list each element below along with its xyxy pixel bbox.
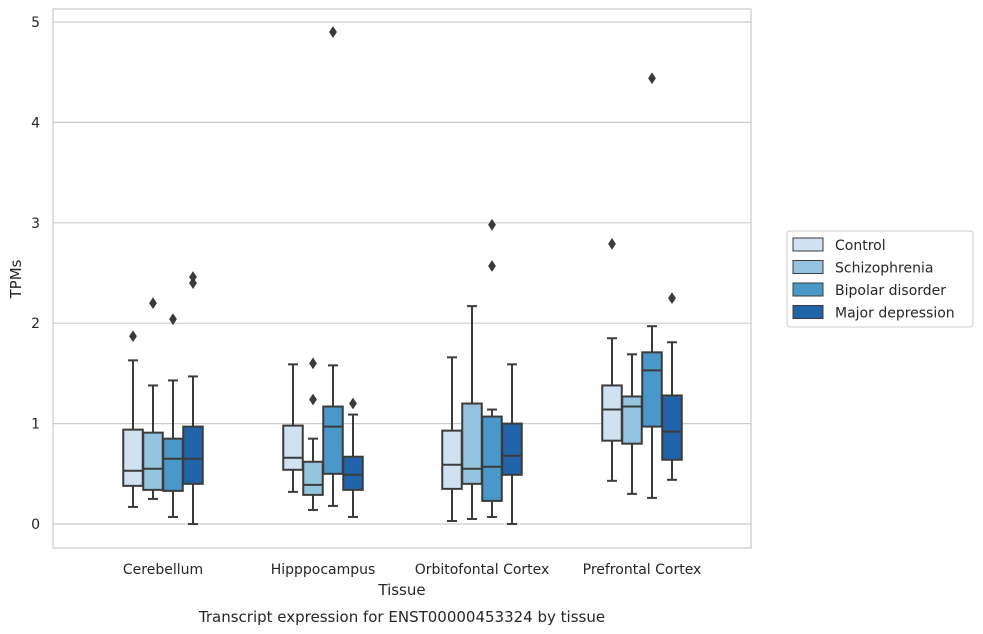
iqr-box: [342, 455, 364, 491]
iqr-box: [162, 437, 184, 492]
outlier-point: [189, 271, 197, 283]
x-tick-label-orbitofontal-cortex: Orbitofontal Cortex: [415, 562, 550, 578]
box-prefrontal-cortex-schizophrenia: [621, 353, 643, 495]
iqr-box: [302, 460, 324, 496]
legend-entry-major-depression: Major depression: [792, 305, 955, 322]
y-tick-label: 1: [31, 417, 40, 433]
x-tick-label-prefrontal-cortex: Prefrontal Cortex: [583, 562, 702, 578]
box-cerebellum-control: [122, 330, 144, 508]
outlier-point: [349, 397, 357, 410]
box-hipppocampus-schizophrenia: [302, 357, 324, 511]
y-tick-labels: 0 1 2 3 4 5: [31, 15, 40, 533]
plot-frame: [52, 8, 752, 549]
iqr-box: [182, 425, 204, 485]
x-tick-label-cerebellum: Cerebellum: [123, 562, 203, 578]
legend-swatch: [792, 237, 824, 252]
outlier-point: [189, 277, 197, 289]
legend-label: Bipolar disorder: [835, 283, 946, 299]
series-bipolar-disorder: [162, 26, 663, 518]
box-prefrontal-cortex-bipolar-disorder: [641, 72, 663, 499]
iqr-box: [661, 394, 683, 461]
box-cerebellum-bipolar-disorder: [162, 313, 184, 518]
iqr-box: [322, 405, 344, 475]
y-tick-label: 0: [31, 517, 40, 533]
iqr-box: [441, 429, 463, 490]
box-prefrontal-cortex-major-depression: [661, 292, 683, 481]
legend-swatch: [792, 282, 824, 297]
grid-lines: [53, 21, 751, 525]
iqr-box: [641, 351, 663, 428]
x-axis-title: Tissue: [377, 581, 425, 599]
y-tick-label: 5: [31, 15, 40, 31]
legend-entry-control: Control: [792, 237, 886, 254]
box-orbitofontal-cortex-schizophrenia: [461, 305, 483, 520]
outlier-point: [488, 260, 496, 272]
legend-entry-schizophrenia: Schizophrenia: [792, 260, 933, 277]
legend-label: Control: [835, 238, 886, 254]
iqr-box: [481, 415, 503, 502]
y-tick-label: 3: [31, 216, 40, 232]
outlier-point: [309, 357, 317, 370]
iqr-box: [461, 402, 483, 485]
box-hipppocampus-bipolar-disorder: [322, 26, 344, 507]
legend-label: Schizophrenia: [835, 261, 933, 277]
y-tick-label: 4: [31, 115, 40, 131]
outlier-point: [668, 292, 676, 305]
outlier-point: [149, 297, 157, 310]
legend-swatch: [792, 305, 824, 319]
box-orbitofontal-cortex-major-depression: [501, 363, 523, 525]
box-hipppocampus-control: [282, 363, 304, 493]
box-orbitofontal-cortex-bipolar-disorder: [481, 218, 503, 518]
iqr-box: [282, 424, 304, 471]
legend-label: Major depression: [835, 306, 955, 322]
iqr-box: [142, 431, 164, 491]
legend-frame: [786, 230, 974, 328]
outlier-point: [608, 237, 616, 250]
x-tick-label-hipppocampus: Hipppocampus: [271, 562, 376, 578]
iqr-box: [501, 422, 523, 476]
series-schizophrenia: [142, 297, 643, 520]
iqr-box: [122, 428, 144, 487]
iqr-box: [621, 395, 643, 445]
outlier-point: [169, 313, 177, 326]
y-axis-title: TPMs: [7, 259, 25, 299]
legend-entry-bipolar-disorder: Bipolar disorder: [792, 282, 946, 299]
outlier-point: [329, 26, 337, 38]
outlier-point: [648, 72, 656, 85]
box-cerebellum-schizophrenia: [142, 297, 164, 500]
box-hipppocampus-major-depression: [342, 397, 364, 518]
legend: Control Schizophrenia Bipolar disorder Majo…: [786, 230, 974, 328]
box-cerebellum-major-depression: [182, 271, 204, 525]
y-tick-label: 2: [31, 316, 40, 332]
series-major-depression: [182, 271, 683, 525]
legend-swatch: [792, 260, 824, 274]
x-tick-labels: Cerebellum Hipppocampus Orbitofontal Corte…: [123, 562, 701, 578]
outlier-point: [488, 218, 496, 231]
chart-caption: Transcript expression for ENST0000045332…: [198, 608, 605, 626]
outlier-point: [309, 393, 317, 406]
outlier-point: [129, 330, 137, 343]
box-orbitofontal-cortex-control: [441, 356, 463, 522]
iqr-box: [601, 384, 623, 442]
boxes: [122, 26, 683, 525]
box-prefrontal-cortex-control: [601, 237, 623, 482]
